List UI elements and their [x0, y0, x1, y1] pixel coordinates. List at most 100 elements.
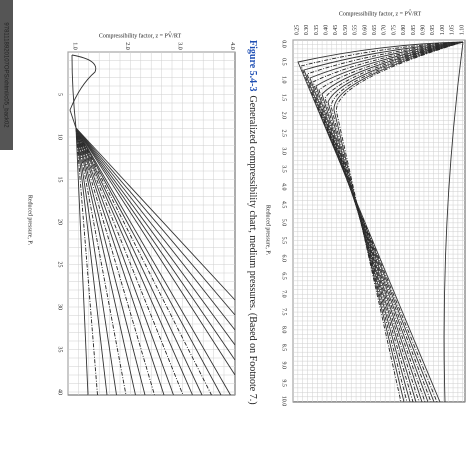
pr-tick-label: 30	[57, 304, 63, 310]
curve	[75, 127, 236, 316]
z-tick-label: 0.30	[304, 25, 310, 36]
z-tick-label: 0.95	[430, 25, 436, 36]
z-tick-label: 0.35	[314, 25, 320, 36]
curve	[336, 41, 464, 403]
pr-tick-label: 9.5	[281, 379, 287, 387]
pr-tick-label: 10.0	[281, 396, 287, 407]
z-tick-label: 4.0	[229, 42, 235, 50]
pr-tick-label: 2.5	[281, 130, 287, 138]
pr-tick-label: 25	[57, 262, 63, 268]
pr-tick-label: 4.0	[281, 183, 287, 191]
z-tick-label: 0.45	[333, 25, 339, 36]
z-tick-label: 1.05	[450, 25, 456, 36]
curve	[75, 127, 231, 396]
curve	[309, 41, 464, 403]
pr-tick-label: 5.0	[281, 219, 287, 227]
curve	[312, 41, 464, 403]
curve	[75, 127, 174, 396]
curve	[324, 41, 464, 403]
curve	[443, 41, 464, 403]
pr-tick-label: 40	[57, 389, 63, 395]
pr-tick-label: 1.0	[281, 76, 287, 84]
curve	[75, 127, 136, 396]
curve	[75, 127, 236, 346]
pr-tick-label: 2.0	[281, 112, 287, 120]
z-tick-label: 2.0	[124, 42, 130, 50]
z-tick-label: 0.75	[391, 25, 397, 36]
chart-drawings	[67, 39, 465, 403]
z-tick-label: 1.00	[440, 25, 446, 36]
curve	[327, 41, 464, 403]
curve	[75, 127, 222, 396]
z-tick-label: 0.25	[294, 25, 300, 36]
curve	[306, 41, 464, 403]
z-tick-label: 0.90	[420, 25, 426, 36]
curve	[330, 41, 464, 403]
pr-tick-label: 5	[57, 93, 63, 96]
pr-tick-label: 1.5	[281, 94, 287, 102]
curve	[75, 127, 165, 396]
pr-tick-label: 3.0	[281, 147, 287, 155]
z-tick-label: 1.0	[72, 42, 78, 50]
z-axis-label: Compressibility factor, z = PV̂/RT	[99, 32, 182, 39]
curve	[75, 127, 236, 301]
z-tick-label: 0.60	[362, 25, 368, 36]
curve	[75, 127, 155, 396]
z-tick-label: 1.10	[459, 25, 465, 36]
z-tick-label: 0.50	[343, 25, 349, 36]
z-tick-label: 0.85	[411, 25, 417, 36]
sidebar-label: 9781118920107OPS/xhtml/c05_back02	[2, 22, 8, 128]
pr-tick-label: 8.5	[281, 344, 287, 352]
curve	[75, 127, 236, 376]
pr-axis-label: Reduced pressure, Pᵣ	[27, 195, 33, 246]
figure-label: Figure 5.4-3	[247, 40, 258, 91]
pr-tick-label: 7.0	[281, 290, 287, 298]
pr-axis-label: Reduced pressure, Pᵣ	[265, 205, 271, 256]
pr-tick-label: 6.5	[281, 272, 287, 280]
curve	[75, 127, 117, 396]
z-axis-label: Compressibility factor, z = PV̂/RT	[339, 10, 422, 17]
pr-tick-label: 7.5	[281, 308, 287, 316]
figure-caption-text: Generalized compressibility chart, mediu…	[247, 95, 258, 404]
curve	[75, 127, 127, 396]
pr-tick-label: 6.0	[281, 254, 287, 262]
z-tick-label: 3.0	[177, 42, 183, 50]
pr-tick-label: 35	[57, 347, 63, 353]
pr-tick-label: 4.5	[281, 201, 287, 209]
pr-tick-label: 8.0	[281, 326, 287, 334]
curve	[75, 127, 236, 361]
curve	[75, 127, 108, 396]
curve	[321, 41, 464, 403]
pr-tick-label: 15	[57, 177, 63, 183]
pr-tick-label: 20	[57, 219, 63, 225]
z-tick-label: 0.80	[401, 25, 407, 36]
pr-tick-label: 0.5	[281, 58, 287, 66]
curve	[315, 41, 464, 403]
pr-tick-label: 10	[57, 134, 63, 140]
z-tick-label: 0.40	[323, 25, 329, 36]
curve	[75, 127, 203, 396]
curve	[300, 41, 464, 403]
figure-caption: Figure 5.4-3 Generalized compressibility …	[247, 40, 258, 405]
pr-tick-label: 9.0	[281, 362, 287, 370]
curve	[71, 54, 77, 129]
sidebar-strip	[0, 0, 13, 150]
pr-tick-label: 0.0	[281, 40, 287, 48]
curve	[75, 127, 98, 396]
curve	[75, 127, 212, 396]
curve	[69, 54, 97, 129]
curve	[75, 127, 193, 396]
z-tick-label: 0.70	[382, 25, 388, 36]
pr-tick-label: 5.5	[281, 237, 287, 245]
curve	[75, 127, 146, 396]
curve	[297, 41, 464, 403]
curve	[318, 41, 464, 403]
curve	[75, 127, 89, 396]
z-tick-label: 0.55	[353, 25, 359, 36]
z-tick-label: 0.65	[372, 25, 378, 36]
pr-tick-label: 3.5	[281, 165, 287, 173]
curve	[303, 41, 464, 403]
curve	[333, 41, 464, 403]
